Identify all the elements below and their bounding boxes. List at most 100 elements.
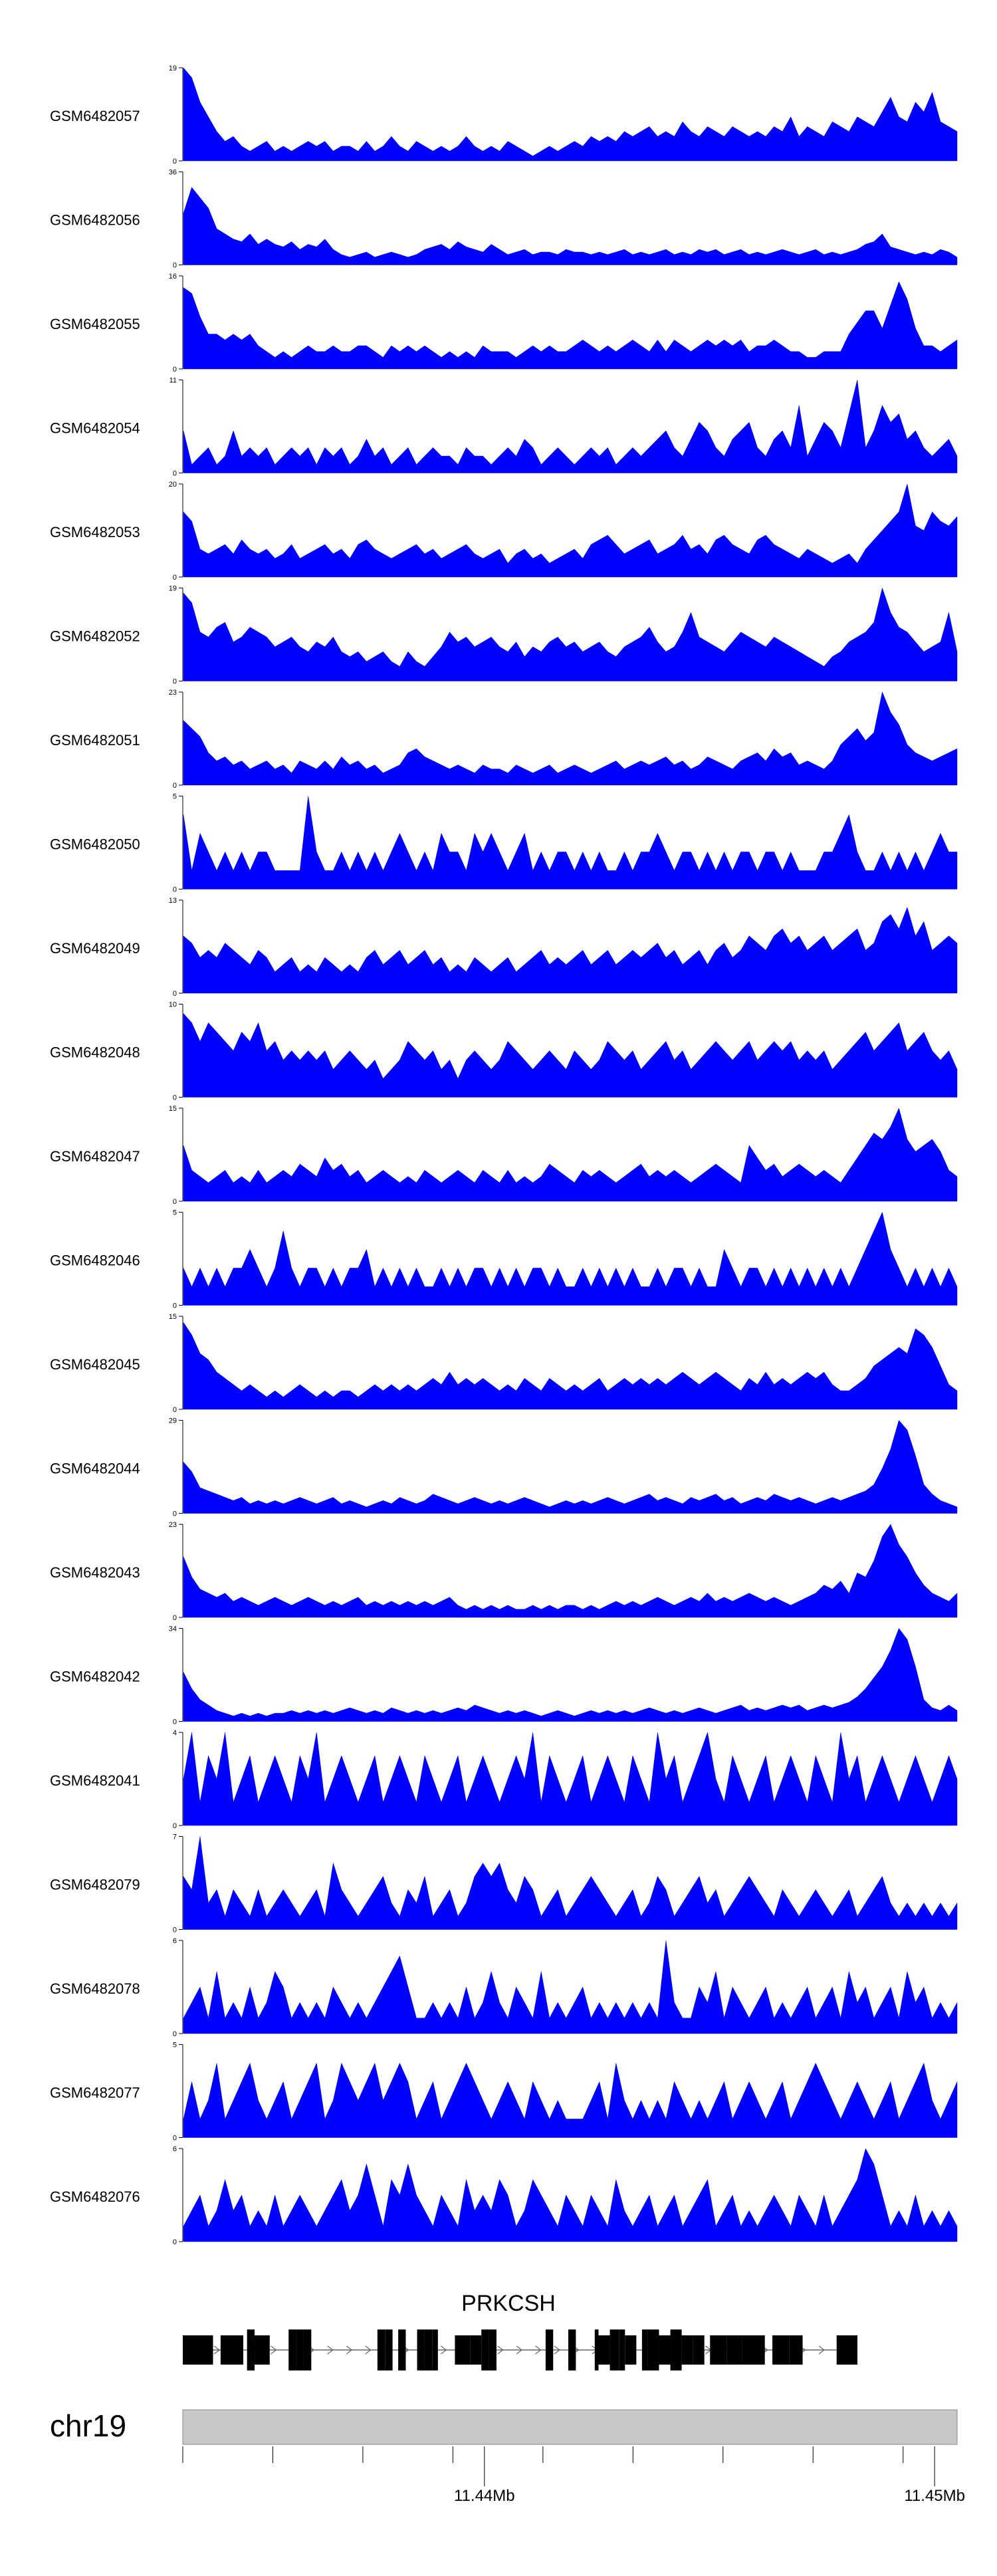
exon bbox=[247, 2329, 255, 2371]
gene-name: PRKCSH bbox=[461, 2291, 556, 2316]
track-label: GSM6482044 bbox=[50, 1461, 140, 1477]
y-max-label: 5 bbox=[173, 2042, 177, 2049]
y-min-label: 0 bbox=[173, 158, 177, 166]
strand-arrow bbox=[271, 2345, 277, 2355]
exon bbox=[183, 2335, 213, 2365]
coverage-area bbox=[183, 1419, 958, 1514]
track-GSM6482051: GSM6482051 23 0 bbox=[50, 689, 958, 790]
coverage-area bbox=[183, 187, 958, 265]
track-GSM6482042: GSM6482042 34 0 bbox=[50, 1625, 958, 1726]
y-max-label: 10 bbox=[169, 1001, 177, 1009]
exon bbox=[424, 2329, 433, 2371]
coverage-area bbox=[183, 1322, 958, 1410]
coverage-area bbox=[183, 1940, 958, 2034]
track-label: GSM6482047 bbox=[50, 1148, 140, 1165]
strand-arrow bbox=[516, 2345, 523, 2355]
track-label: GSM6482054 bbox=[50, 420, 140, 437]
y-min-label: 0 bbox=[173, 2135, 177, 2143]
track-GSM6482054: GSM6482054 11 0 bbox=[50, 377, 958, 478]
exon bbox=[432, 2329, 438, 2371]
track-GSM6482048: GSM6482048 10 0 bbox=[50, 1001, 958, 1102]
strand-arrow bbox=[213, 2345, 221, 2355]
exon bbox=[609, 2329, 619, 2371]
y-min-label: 0 bbox=[173, 366, 177, 374]
track-GSM6482052: GSM6482052 19 0 bbox=[50, 585, 958, 686]
exon bbox=[398, 2329, 406, 2371]
track-GSM6482045: GSM6482045 15 0 bbox=[50, 1313, 958, 1414]
y-min-label: 0 bbox=[173, 1302, 177, 1310]
exon bbox=[681, 2335, 693, 2365]
y-min-label: 0 bbox=[173, 886, 177, 894]
track-label: GSM6482046 bbox=[50, 1252, 140, 1269]
y-max-label: 34 bbox=[169, 1625, 177, 1633]
y-max-label: 4 bbox=[173, 1729, 177, 1737]
y-max-label: 7 bbox=[173, 1833, 177, 1841]
coverage-area bbox=[183, 1732, 958, 1826]
coverage-area bbox=[183, 1108, 958, 1202]
exon bbox=[598, 2335, 610, 2365]
strand-arrow bbox=[554, 2345, 560, 2355]
track-GSM6482053: GSM6482053 20 0 bbox=[50, 481, 958, 582]
strand-arrow bbox=[440, 2345, 447, 2355]
track-label: GSM6482048 bbox=[50, 1044, 140, 1061]
track-label: GSM6482056 bbox=[50, 212, 140, 229]
y-min-label: 0 bbox=[173, 990, 177, 998]
y-min-label: 0 bbox=[173, 1406, 177, 1414]
y-min-label: 0 bbox=[173, 678, 177, 686]
track-label: GSM6482051 bbox=[50, 732, 140, 749]
exon bbox=[303, 2329, 312, 2371]
strand-arrow bbox=[365, 2345, 372, 2355]
exon bbox=[288, 2329, 296, 2371]
y-min-label: 0 bbox=[173, 1614, 177, 1622]
track-GSM6482043: GSM6482043 23 0 bbox=[50, 1521, 958, 1622]
y-min-label: 0 bbox=[173, 1718, 177, 1726]
track-label: GSM6482076 bbox=[50, 2188, 140, 2205]
coverage-area bbox=[183, 587, 958, 681]
gene-model: PRKCSH bbox=[183, 2291, 857, 2371]
exon bbox=[470, 2335, 482, 2365]
coverage-area bbox=[183, 67, 958, 162]
y-min-label: 0 bbox=[173, 1927, 177, 1934]
exon bbox=[255, 2335, 270, 2365]
strand-arrow bbox=[327, 2345, 334, 2355]
y-min-label: 0 bbox=[173, 2030, 177, 2038]
y-min-label: 0 bbox=[173, 470, 177, 478]
exon bbox=[789, 2335, 803, 2365]
y-max-label: 15 bbox=[169, 1313, 177, 1321]
coverage-area bbox=[183, 281, 958, 370]
coverage-area bbox=[183, 1211, 958, 1306]
track-label: GSM6482045 bbox=[50, 1356, 140, 1373]
track-label: GSM6482079 bbox=[50, 1877, 140, 1893]
axis-tick-label: 11.45Mb bbox=[904, 2487, 965, 2505]
exon bbox=[220, 2335, 243, 2365]
y-min-label: 0 bbox=[173, 782, 177, 790]
track-label: GSM6482078 bbox=[50, 1980, 140, 1997]
y-min-label: 0 bbox=[173, 2238, 177, 2246]
axis-tick-label: 11.44Mb bbox=[454, 2487, 515, 2505]
coverage-area bbox=[183, 483, 958, 578]
track-label: GSM6482050 bbox=[50, 836, 140, 853]
y-max-label: 5 bbox=[173, 1209, 177, 1217]
exon bbox=[693, 2335, 705, 2365]
track-GSM6482050: GSM6482050 5 0 bbox=[50, 793, 958, 894]
exon bbox=[641, 2329, 648, 2371]
track-GSM6482078: GSM6482078 6 0 bbox=[50, 1937, 958, 2038]
exon bbox=[619, 2329, 625, 2371]
exon bbox=[594, 2329, 599, 2371]
track-GSM6482055: GSM6482055 16 0 bbox=[50, 273, 958, 374]
exon bbox=[385, 2329, 393, 2371]
y-min-label: 0 bbox=[173, 1094, 177, 1102]
exon bbox=[836, 2335, 857, 2365]
y-max-label: 36 bbox=[169, 169, 177, 177]
y-max-label: 23 bbox=[169, 1521, 177, 1529]
coverage-area bbox=[183, 380, 958, 473]
y-min-label: 0 bbox=[173, 1510, 177, 1518]
track-label: GSM6482052 bbox=[50, 628, 140, 645]
strand-arrow bbox=[346, 2345, 353, 2355]
coverage-area bbox=[183, 1627, 958, 1722]
y-max-label: 20 bbox=[169, 481, 177, 489]
track-GSM6482046: GSM6482046 5 0 bbox=[50, 1209, 958, 1310]
exon bbox=[489, 2329, 497, 2371]
coverage-area bbox=[183, 1836, 958, 1930]
track-label: GSM6482053 bbox=[50, 524, 140, 540]
